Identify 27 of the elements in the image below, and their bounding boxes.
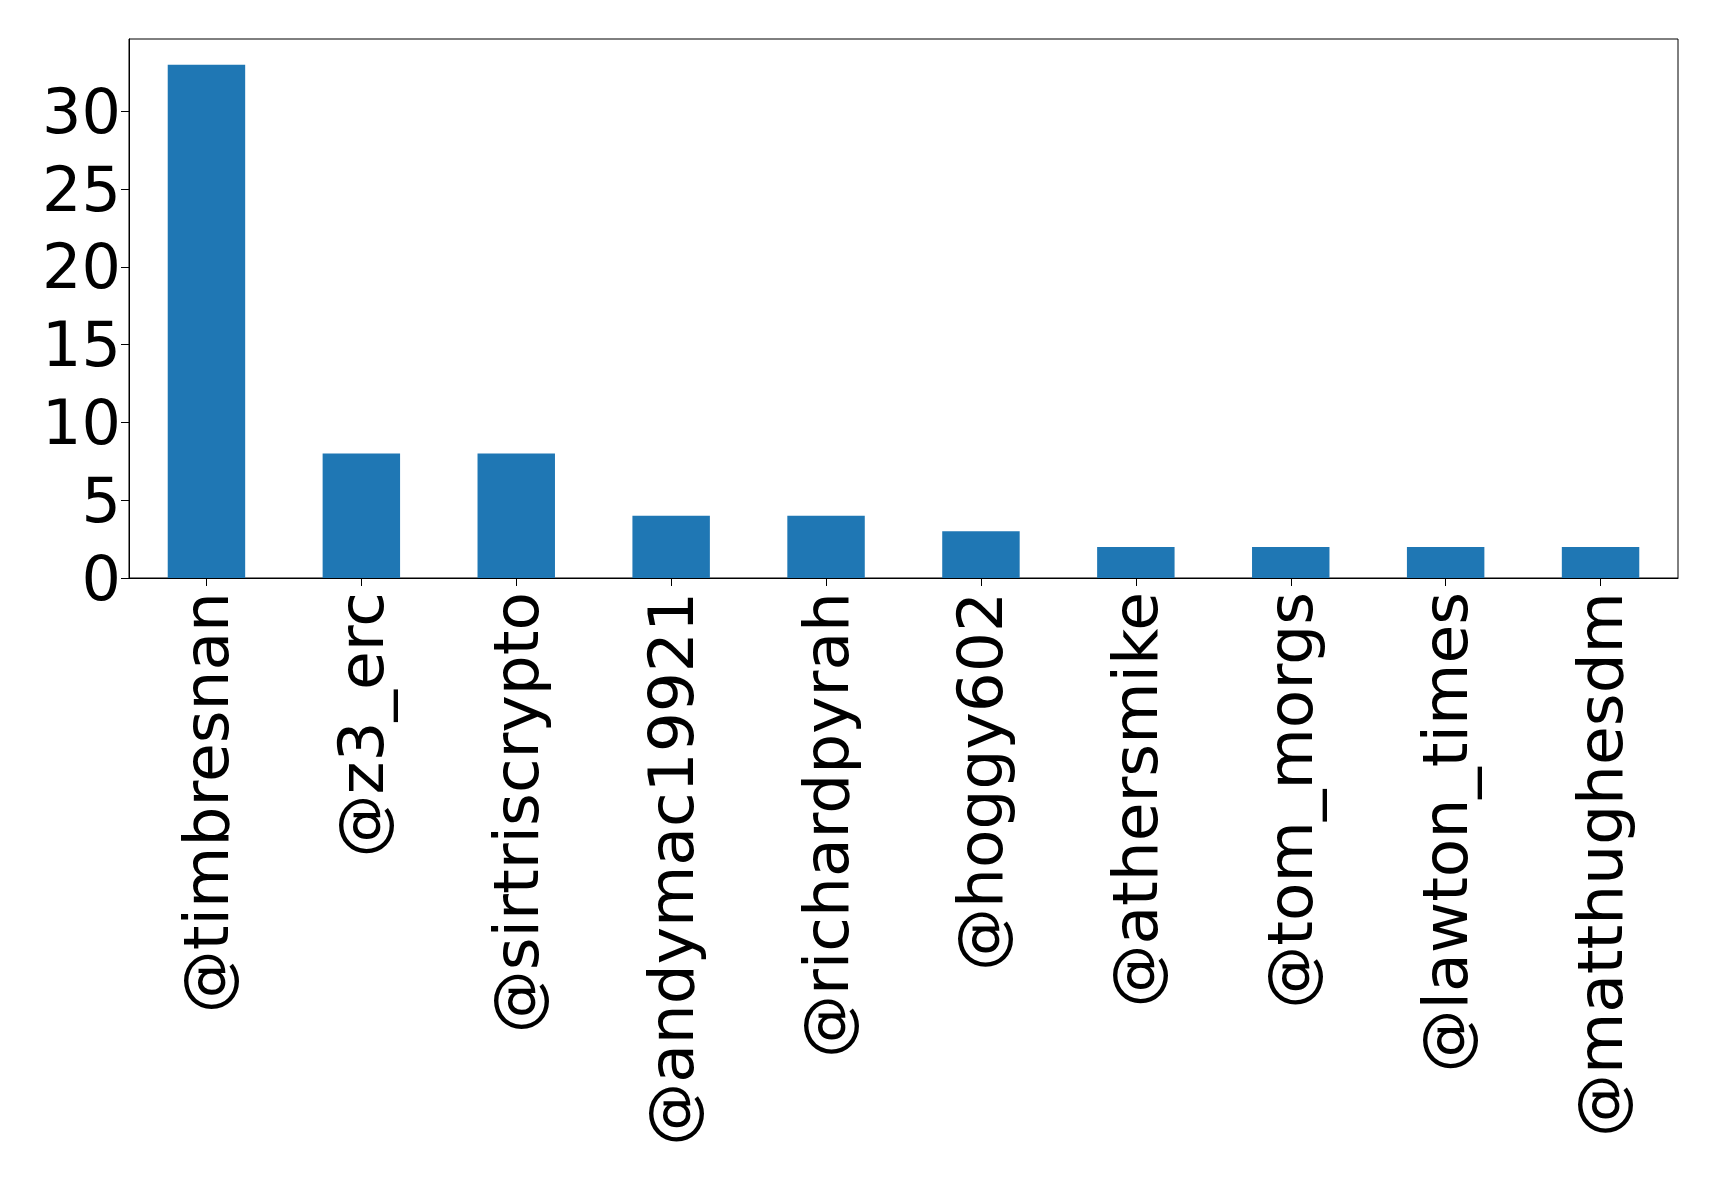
y-tick-label: 10 [42, 385, 121, 459]
x-tick-label: @lawton_times [1409, 592, 1483, 1073]
bar [1561, 546, 1640, 578]
bar [477, 453, 555, 578]
bar [632, 515, 710, 578]
bar [322, 453, 401, 578]
bar [167, 64, 246, 578]
x-tick-label: @matthughesdm [1564, 592, 1638, 1138]
x-tick-label: @sirtriscrypto [479, 592, 553, 1034]
bar [1097, 546, 1175, 578]
y-tick-label: 5 [81, 463, 121, 537]
bar [942, 531, 1020, 578]
x-tick-label: @andymac19921 [634, 592, 708, 1146]
y-tick-label: 30 [42, 74, 121, 148]
x-tick-label: @tom_morgs [1254, 592, 1328, 1009]
x-tick-label: @z3_erc [324, 592, 398, 858]
bar [1252, 546, 1330, 578]
y-tick-label: 0 [81, 541, 121, 615]
x-tick-label: @hoggy602 [944, 592, 1018, 971]
x-tick-label: @richardpyrah [789, 592, 863, 1059]
x-tick-label: @timbresnan [169, 592, 243, 1014]
bar [787, 515, 865, 578]
bar [1406, 546, 1485, 578]
y-tick-label: 25 [42, 152, 121, 226]
y-tick-label: 15 [42, 308, 121, 382]
x-tick-label: @athersmike [1099, 592, 1173, 1008]
y-tick-label: 20 [42, 230, 121, 304]
